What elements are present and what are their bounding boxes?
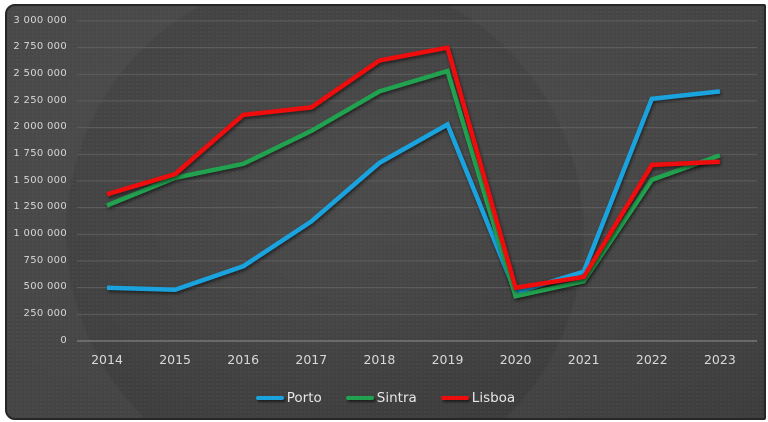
x-axis-category-label: 2021 (567, 352, 600, 367)
y-axis-tick-label: 1 000 000 (13, 227, 67, 239)
legend: Porto Sintra Lisboa (7, 387, 764, 409)
legend-label: Sintra (376, 390, 417, 406)
y-axis-tick-label: 500 000 (23, 281, 67, 293)
y-axis-tick-label: 250 000 (23, 307, 67, 319)
x-axis-category-label: 2015 (159, 352, 191, 367)
series-line-sintra[interactable] (106, 68, 721, 299)
y-axis-tick-label: 1 750 000 (13, 147, 67, 159)
y-axis-tick-label: 750 000 (23, 254, 67, 266)
legend-label: Porto (286, 390, 322, 406)
x-axis-category-label: 2022 (635, 352, 668, 367)
x-axis-category-label: 2023 (703, 352, 736, 367)
x-axis-category-label: 2020 (499, 352, 532, 367)
legend-label: Lisboa (471, 390, 516, 406)
y-axis-tick-label: 1 250 000 (13, 201, 67, 213)
x-axis-category-label: 2014 (91, 352, 123, 367)
legend-item-porto[interactable]: Porto (255, 390, 322, 406)
legend-line-swatch (255, 395, 284, 401)
y-axis-tick-label: 3 000 000 (13, 14, 67, 26)
y-axis-tick-label: 2 500 000 (13, 67, 67, 79)
legend-line-swatch (440, 395, 469, 401)
series-line-lisboa[interactable] (106, 45, 721, 291)
x-axis-category-label: 2017 (295, 352, 328, 367)
series-line-porto[interactable] (106, 89, 721, 296)
y-axis-tick-label: 0 (60, 334, 67, 346)
line-chart: 0 250 000 500 000 750 000 1 000 000 1 250 000… (5, 4, 766, 420)
plot-area (77, 20, 757, 342)
y-axis-tick-label: 1 500 000 (13, 174, 67, 186)
y-axis-tick-label: 2 250 000 (13, 94, 67, 106)
x-axis-category-label: 2016 (227, 352, 260, 367)
y-axis-tick-label: 2 750 000 (13, 41, 67, 53)
legend-item-sintra[interactable]: Sintra (345, 390, 417, 406)
legend-line-swatch (345, 395, 374, 401)
y-axis-tick-label: 2 000 000 (13, 121, 67, 133)
legend-item-lisboa[interactable]: Lisboa (440, 390, 516, 406)
x-axis-category-label: 2018 (363, 352, 396, 367)
x-axis-category-label: 2019 (431, 352, 464, 367)
